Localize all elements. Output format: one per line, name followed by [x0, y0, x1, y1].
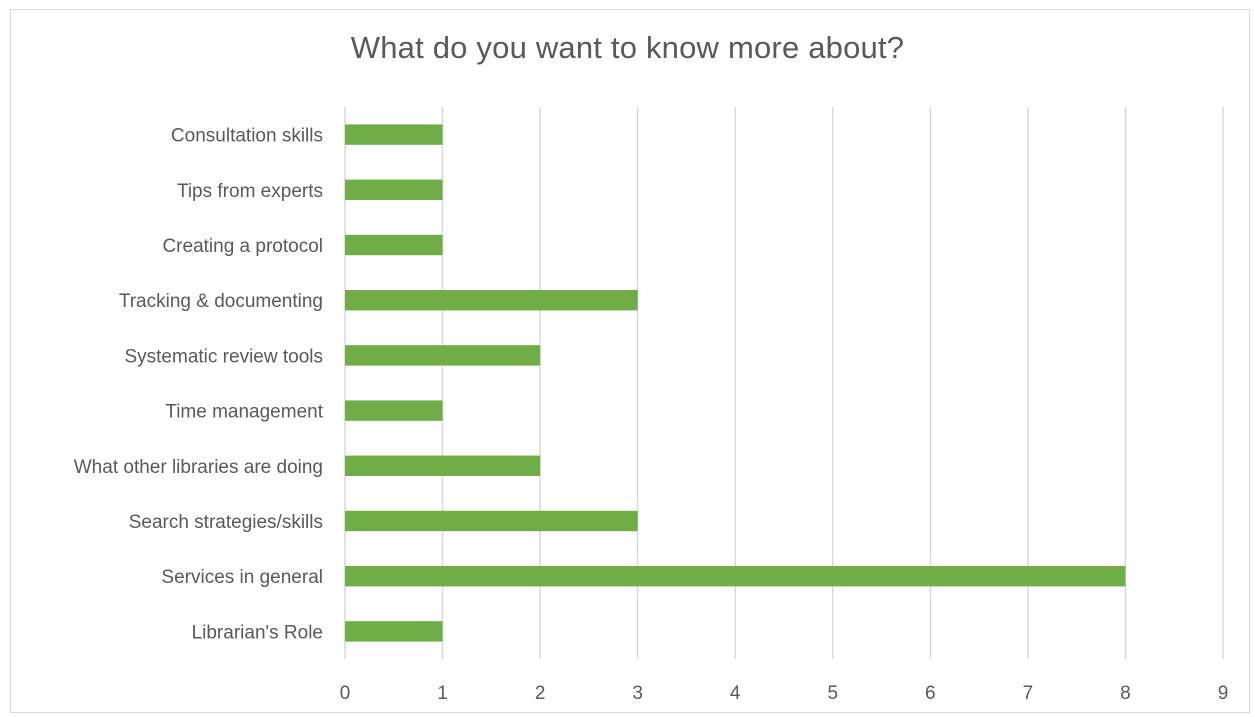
bar [345, 289, 638, 311]
x-tick-label: 2 [535, 683, 546, 704]
x-tick-label: 1 [437, 683, 448, 704]
bar [345, 124, 443, 145]
bar [345, 565, 1126, 587]
bar [345, 455, 541, 477]
bar [345, 510, 638, 532]
category-label: Search strategies/skills [129, 512, 323, 533]
x-tick-label: 8 [1120, 683, 1131, 704]
category-label: What other libraries are doing [74, 457, 323, 478]
category-label: Creating a protocol [162, 236, 323, 257]
category-label: Systematic review tools [124, 346, 323, 367]
x-tick-label: 4 [730, 683, 741, 704]
x-tick-labels: 0 1 2 3 4 5 6 7 8 9 [340, 683, 1229, 704]
chart-title: What do you want to know more about? [350, 30, 905, 65]
bar [345, 400, 443, 421]
bar [345, 234, 443, 256]
x-tick-label: 7 [1023, 683, 1034, 704]
chart-frame [10, 9, 1250, 713]
category-label: Time management [165, 402, 323, 423]
category-label: Services in general [161, 567, 323, 588]
category-labels: Consultation skills Tips from experts Crea… [74, 126, 324, 644]
bars [345, 124, 1126, 642]
category-label: Tracking & documenting [119, 291, 323, 312]
x-tick-label: 6 [925, 683, 936, 704]
x-tick-label: 5 [827, 683, 838, 704]
category-label: Tips from experts [177, 181, 323, 202]
x-tick-label: 0 [340, 683, 351, 704]
x-tick-label: 3 [632, 683, 643, 704]
bar [345, 179, 443, 201]
category-label: Librarian's Role [192, 622, 323, 643]
category-label: Consultation skills [171, 126, 323, 147]
bar [345, 345, 541, 366]
bar [345, 621, 443, 642]
x-tick-label: 9 [1218, 683, 1229, 704]
